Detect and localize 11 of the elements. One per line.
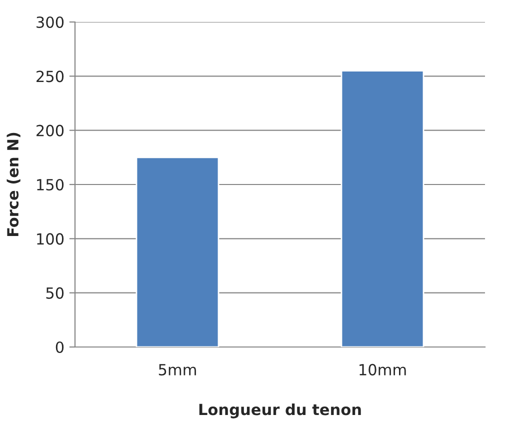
y-tick-label: 300: [36, 16, 64, 28]
x-axis-title: Longueur du tenon: [199, 403, 361, 418]
y-axis-title: Force (en N): [6, 132, 20, 236]
y-tick-label: 50: [46, 287, 64, 299]
y-tick-label: 200: [36, 124, 64, 136]
x-tick-label: 10mm: [360, 364, 406, 376]
y-tick-label: 250: [36, 70, 64, 82]
y-tick-label: 150: [37, 178, 64, 191]
y-tick-label: 100: [37, 233, 64, 245]
y-tick-label: 0: [56, 341, 64, 354]
x-tick-label: 5mm: [158, 364, 196, 376]
